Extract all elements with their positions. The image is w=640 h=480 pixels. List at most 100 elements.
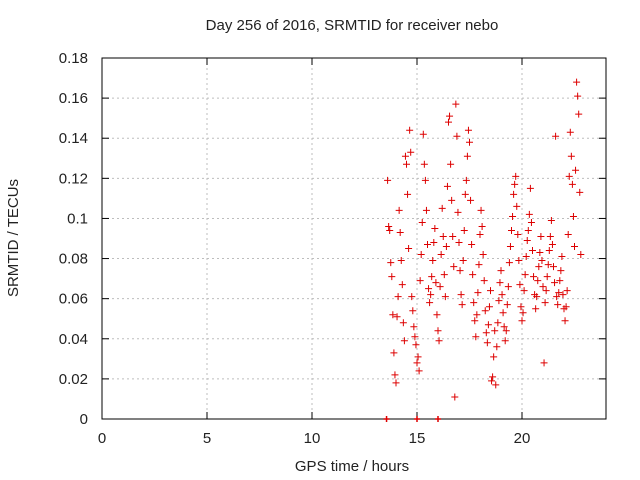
data-point: [575, 110, 583, 118]
data-point: [405, 245, 413, 253]
data-point: [393, 313, 401, 321]
data-point: [509, 212, 517, 220]
data-point: [561, 317, 569, 325]
data-point: [386, 226, 394, 234]
data-point: [401, 152, 409, 160]
y-tick-label: 0.16: [59, 90, 88, 107]
data-point: [488, 377, 496, 385]
y-tick-label: 0.18: [59, 50, 88, 67]
data-point: [457, 291, 465, 299]
data-point: [442, 243, 450, 251]
data-point: [394, 293, 402, 301]
data-point: [420, 160, 428, 168]
data-point: [438, 204, 446, 212]
data-point: [490, 353, 498, 361]
data-point: [568, 180, 576, 188]
data-point: [447, 160, 455, 168]
data-point: [439, 232, 447, 240]
data-point: [407, 148, 415, 156]
data-point: [495, 297, 503, 305]
data-point: [469, 271, 477, 279]
data-point: [511, 180, 519, 188]
data-point: [440, 271, 448, 279]
data-point: [576, 188, 584, 196]
data-point: [390, 349, 398, 357]
x-tick-label: 20: [514, 430, 531, 447]
data-point: [557, 267, 565, 275]
data-point: [529, 247, 536, 255]
data-point: [413, 359, 421, 367]
data-point: [504, 283, 512, 291]
data-point: [416, 277, 424, 285]
data-point: [572, 166, 580, 174]
data-point: [523, 237, 531, 245]
data-point: [391, 371, 399, 379]
data-point: [411, 333, 419, 341]
data-point: [449, 232, 457, 240]
data-point: [477, 206, 485, 214]
zero-data-point: [414, 416, 420, 422]
data-point: [492, 381, 500, 389]
data-point: [544, 261, 552, 269]
data-point: [550, 263, 557, 271]
data-point: [404, 190, 412, 198]
grid-lines: [102, 58, 606, 419]
data-point: [467, 196, 475, 204]
data-point: [541, 299, 549, 307]
data-point: [494, 319, 502, 327]
data-point: [485, 303, 493, 311]
data-point: [506, 243, 514, 251]
data-point: [569, 212, 577, 220]
data-point: [546, 232, 554, 240]
data-point: [540, 359, 548, 367]
data-point: [536, 249, 544, 257]
data-point: [459, 257, 467, 265]
data-point: [522, 253, 530, 261]
data-point: [384, 176, 392, 184]
data-point: [574, 92, 582, 100]
data-point: [403, 160, 410, 168]
data-point: [478, 222, 486, 230]
chart-title: Day 256 of 2016, SRMTID for receiver neb…: [206, 17, 499, 34]
zero-data-point: [383, 416, 390, 422]
data-point: [441, 293, 449, 301]
data-point: [412, 341, 420, 349]
data-point: [458, 301, 466, 309]
data-point: [502, 327, 510, 335]
zero-data-point: [435, 416, 441, 422]
data-point: [396, 228, 404, 236]
data-point: [489, 373, 497, 381]
y-tick-label: 0.08: [59, 251, 88, 268]
data-point: [406, 126, 414, 134]
data-point: [426, 299, 434, 307]
data-point: [454, 208, 462, 216]
data-point: [462, 176, 470, 184]
data-point: [496, 279, 504, 287]
data-point: [563, 287, 571, 295]
data-point: [466, 138, 473, 146]
data-point: [539, 283, 547, 291]
data-point: [527, 218, 535, 226]
x-axis-label: GPS time / hours: [295, 458, 409, 475]
y-tick-label: 0.04: [59, 331, 88, 348]
data-point: [433, 311, 441, 319]
data-point: [452, 100, 460, 108]
data-point: [543, 273, 551, 281]
data-point: [545, 247, 553, 255]
data-point: [526, 184, 534, 192]
y-tick-label: 0: [80, 411, 88, 428]
data-point: [453, 132, 461, 140]
data-point: [436, 283, 444, 291]
data-point: [551, 279, 559, 287]
data-point: [399, 319, 407, 327]
data-point: [482, 329, 490, 337]
data-point: [418, 218, 426, 226]
data-point: [419, 130, 427, 138]
data-point: [410, 323, 418, 331]
data-point: [547, 216, 555, 224]
data-point: [577, 251, 585, 259]
data-point: [491, 327, 499, 335]
data-point: [424, 241, 431, 249]
data-point: [422, 206, 430, 214]
data-point: [430, 239, 438, 247]
